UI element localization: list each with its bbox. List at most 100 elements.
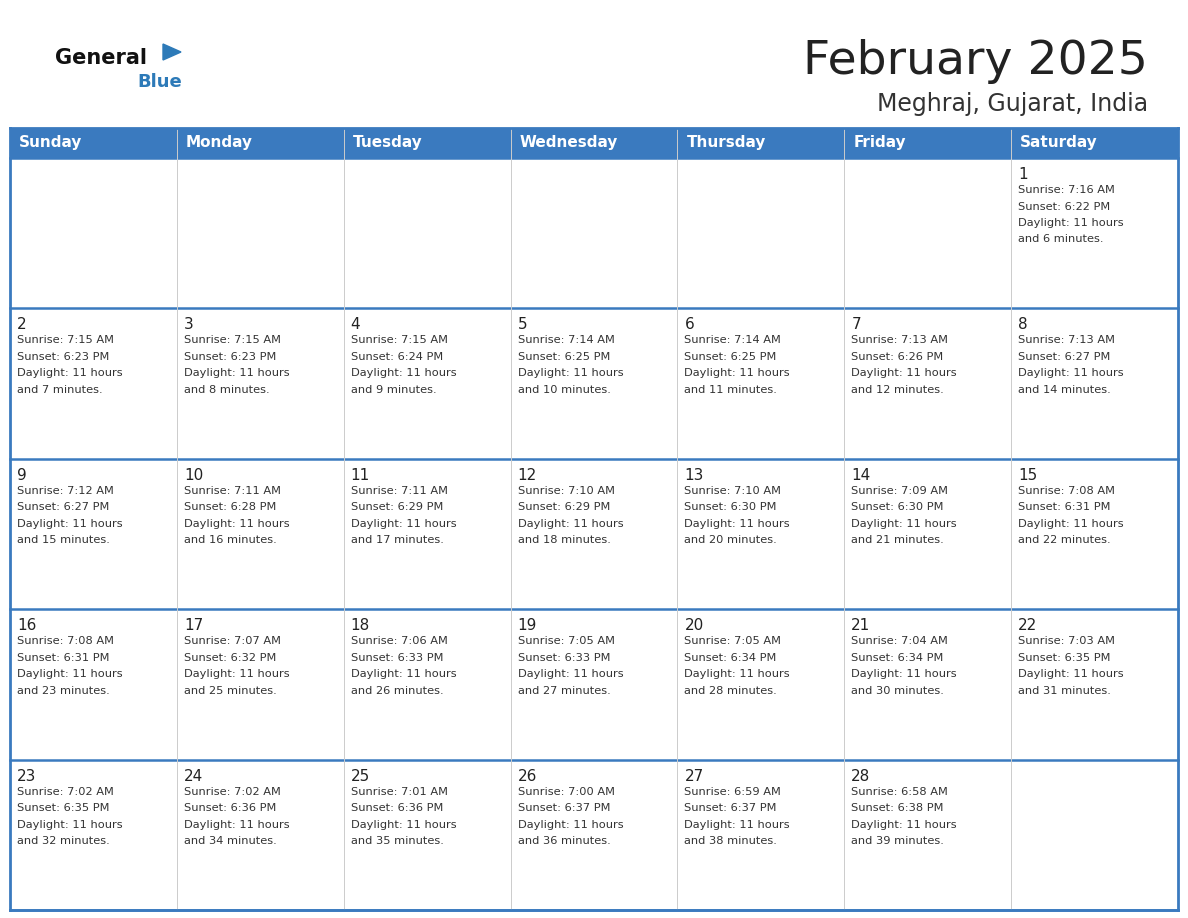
Text: and 30 minutes.: and 30 minutes. (852, 686, 944, 696)
Bar (845, 158, 1011, 308)
Bar (10, 128, 1178, 158)
Text: Sunset: 6:38 PM: Sunset: 6:38 PM (852, 803, 943, 813)
Bar (511, 610, 677, 759)
Text: Sunset: 6:22 PM: Sunset: 6:22 PM (1018, 201, 1111, 211)
Text: and 32 minutes.: and 32 minutes. (17, 836, 109, 846)
Text: 1: 1 (1018, 167, 1028, 182)
Text: 8: 8 (1018, 318, 1028, 332)
Text: and 14 minutes.: and 14 minutes. (1018, 385, 1111, 395)
Text: Daylight: 11 hours: Daylight: 11 hours (518, 519, 624, 529)
Text: Daylight: 11 hours: Daylight: 11 hours (684, 368, 790, 378)
Bar (10, 158, 177, 308)
Text: Daylight: 11 hours: Daylight: 11 hours (852, 519, 956, 529)
Text: 21: 21 (852, 618, 871, 633)
Text: Sunset: 6:34 PM: Sunset: 6:34 PM (852, 653, 943, 663)
Text: 19: 19 (518, 618, 537, 633)
Text: 27: 27 (684, 768, 703, 784)
Text: Sunset: 6:25 PM: Sunset: 6:25 PM (684, 352, 777, 362)
Text: and 18 minutes.: and 18 minutes. (518, 535, 611, 545)
Bar (511, 158, 677, 308)
Bar (845, 610, 1011, 759)
Text: Daylight: 11 hours: Daylight: 11 hours (17, 519, 122, 529)
Text: Daylight: 11 hours: Daylight: 11 hours (184, 669, 290, 679)
Text: and 8 minutes.: and 8 minutes. (184, 385, 270, 395)
Text: Sunrise: 7:02 AM: Sunrise: 7:02 AM (184, 787, 280, 797)
Text: Sunset: 6:37 PM: Sunset: 6:37 PM (518, 803, 611, 813)
Text: Meghraj, Gujarat, India: Meghraj, Gujarat, India (877, 92, 1148, 116)
Text: Sunrise: 7:15 AM: Sunrise: 7:15 AM (350, 335, 448, 345)
Text: Daylight: 11 hours: Daylight: 11 hours (684, 669, 790, 679)
Text: 4: 4 (350, 318, 360, 332)
Text: Daylight: 11 hours: Daylight: 11 hours (184, 368, 290, 378)
Text: Daylight: 11 hours: Daylight: 11 hours (852, 820, 956, 830)
Text: Daylight: 11 hours: Daylight: 11 hours (1018, 368, 1124, 378)
Text: Sunday: Sunday (19, 136, 82, 151)
Text: Daylight: 11 hours: Daylight: 11 hours (852, 368, 956, 378)
Text: Sunset: 6:26 PM: Sunset: 6:26 PM (852, 352, 943, 362)
Polygon shape (163, 44, 181, 60)
Bar (177, 158, 343, 308)
Text: Sunrise: 7:16 AM: Sunrise: 7:16 AM (1018, 185, 1116, 195)
Bar (177, 308, 343, 459)
Bar (343, 158, 511, 308)
Text: Daylight: 11 hours: Daylight: 11 hours (684, 820, 790, 830)
Text: 17: 17 (184, 618, 203, 633)
Bar (1011, 759, 1178, 910)
Bar (677, 610, 845, 759)
Text: and 20 minutes.: and 20 minutes. (684, 535, 777, 545)
Bar (343, 610, 511, 759)
Text: Sunset: 6:33 PM: Sunset: 6:33 PM (518, 653, 611, 663)
Text: Wednesday: Wednesday (519, 136, 618, 151)
Bar (343, 759, 511, 910)
Text: and 10 minutes.: and 10 minutes. (518, 385, 611, 395)
Bar (845, 759, 1011, 910)
Text: 15: 15 (1018, 468, 1037, 483)
Text: Sunset: 6:29 PM: Sunset: 6:29 PM (518, 502, 609, 512)
Bar (677, 759, 845, 910)
Text: Daylight: 11 hours: Daylight: 11 hours (350, 820, 456, 830)
Text: Daylight: 11 hours: Daylight: 11 hours (17, 669, 122, 679)
Text: Sunset: 6:32 PM: Sunset: 6:32 PM (184, 653, 277, 663)
Bar (1011, 158, 1178, 308)
Text: 22: 22 (1018, 618, 1037, 633)
Text: Tuesday: Tuesday (353, 136, 423, 151)
Text: Sunrise: 7:14 AM: Sunrise: 7:14 AM (684, 335, 782, 345)
Text: and 16 minutes.: and 16 minutes. (184, 535, 277, 545)
Text: Sunrise: 7:08 AM: Sunrise: 7:08 AM (1018, 486, 1116, 496)
Text: Sunset: 6:35 PM: Sunset: 6:35 PM (1018, 653, 1111, 663)
Text: and 26 minutes.: and 26 minutes. (350, 686, 443, 696)
Text: and 9 minutes.: and 9 minutes. (350, 385, 436, 395)
Text: 7: 7 (852, 318, 861, 332)
Text: Sunrise: 7:00 AM: Sunrise: 7:00 AM (518, 787, 614, 797)
Bar (677, 308, 845, 459)
Text: 16: 16 (17, 618, 37, 633)
Text: Daylight: 11 hours: Daylight: 11 hours (1018, 669, 1124, 679)
Text: and 39 minutes.: and 39 minutes. (852, 836, 944, 846)
Text: Sunset: 6:24 PM: Sunset: 6:24 PM (350, 352, 443, 362)
Bar (1011, 459, 1178, 610)
Text: Sunrise: 7:03 AM: Sunrise: 7:03 AM (1018, 636, 1116, 646)
Text: 14: 14 (852, 468, 871, 483)
Bar (10, 308, 177, 459)
Text: Daylight: 11 hours: Daylight: 11 hours (17, 368, 122, 378)
Text: Sunset: 6:27 PM: Sunset: 6:27 PM (1018, 352, 1111, 362)
Text: Sunrise: 7:05 AM: Sunrise: 7:05 AM (684, 636, 782, 646)
Text: and 15 minutes.: and 15 minutes. (17, 535, 109, 545)
Text: Sunset: 6:30 PM: Sunset: 6:30 PM (684, 502, 777, 512)
Text: Sunrise: 7:15 AM: Sunrise: 7:15 AM (184, 335, 280, 345)
Text: Daylight: 11 hours: Daylight: 11 hours (350, 368, 456, 378)
Text: Sunrise: 7:11 AM: Sunrise: 7:11 AM (350, 486, 448, 496)
Bar (511, 759, 677, 910)
Text: 26: 26 (518, 768, 537, 784)
Text: and 28 minutes.: and 28 minutes. (684, 686, 777, 696)
Text: Sunset: 6:35 PM: Sunset: 6:35 PM (17, 803, 109, 813)
Text: Friday: Friday (853, 136, 906, 151)
Bar (511, 459, 677, 610)
Text: 5: 5 (518, 318, 527, 332)
Text: Sunrise: 7:07 AM: Sunrise: 7:07 AM (184, 636, 280, 646)
Bar (177, 759, 343, 910)
Text: and 11 minutes.: and 11 minutes. (684, 385, 777, 395)
Bar (1011, 308, 1178, 459)
Text: and 21 minutes.: and 21 minutes. (852, 535, 944, 545)
Text: Daylight: 11 hours: Daylight: 11 hours (518, 669, 624, 679)
